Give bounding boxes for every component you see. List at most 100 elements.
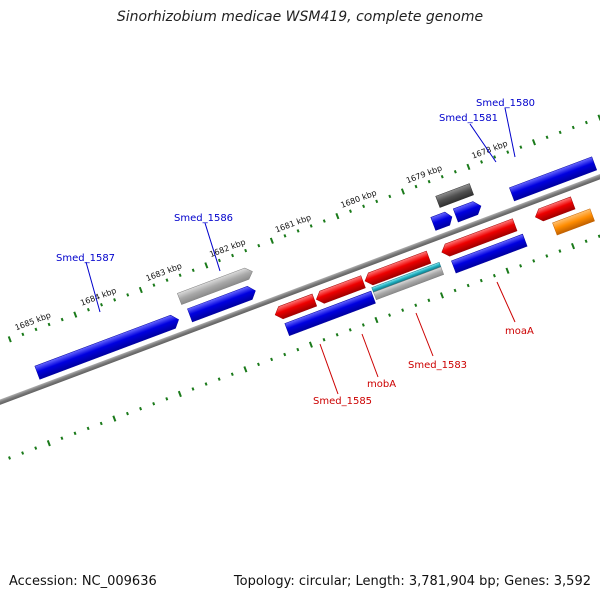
minor-tick: [519, 145, 523, 149]
gene-arrow[interactable]: [435, 183, 474, 208]
minor-tick: [558, 130, 562, 135]
gene-label[interactable]: moaA: [505, 326, 534, 337]
minor-tick: [453, 170, 457, 174]
gene-arrow[interactable]: [439, 218, 518, 259]
minor-tick: [99, 421, 103, 426]
major-tick: [335, 212, 340, 220]
minor-tick: [283, 352, 287, 357]
gene-arrow[interactable]: [0, 432, 1, 460]
minor-tick: [414, 184, 418, 189]
minor-tick: [270, 357, 274, 362]
gene-arrow[interactable]: [187, 284, 257, 323]
minor-tick: [21, 451, 25, 455]
minor-tick: [165, 278, 169, 282]
gene-arrow[interactable]: [373, 266, 445, 301]
minor-tick: [86, 307, 90, 312]
minor-tick: [113, 298, 117, 302]
major-tick: [531, 139, 536, 146]
gene-arrow[interactable]: [452, 199, 483, 223]
gene-arrow[interactable]: [363, 250, 432, 287]
minor-tick: [34, 446, 38, 450]
gene-labels: Smed_1587 Smed_1586 Smed_1581 Smed_1580 …: [56, 98, 535, 407]
gene-label[interactable]: Smed_1585: [313, 396, 372, 407]
minor-tick: [125, 411, 129, 416]
gene-label[interactable]: Smed_1587: [56, 253, 115, 264]
minor-tick: [388, 313, 392, 317]
minor-tick: [335, 333, 339, 337]
minor-tick: [401, 308, 405, 312]
outer-tick-ring: [7, 114, 600, 343]
minor-tick: [493, 155, 497, 159]
major-tick: [439, 292, 444, 299]
leader-line: [496, 281, 516, 323]
major-tick: [269, 237, 274, 244]
minor-tick: [217, 258, 221, 263]
gene-arrow[interactable]: [34, 313, 181, 380]
gene-arrow[interactable]: [314, 275, 366, 306]
minor-tick: [152, 402, 156, 406]
minor-tick: [296, 229, 300, 233]
minor-tick: [296, 347, 300, 352]
gene-arrow[interactable]: [552, 208, 595, 236]
minor-tick: [73, 431, 77, 436]
minor-tick: [492, 273, 496, 278]
major-tick: [571, 242, 576, 250]
leader-line: [469, 123, 497, 163]
gene-label[interactable]: Smed_1583: [408, 360, 467, 371]
gene-label[interactable]: Smed_1581: [439, 113, 498, 124]
gene-label[interactable]: mobA: [367, 379, 396, 390]
major-tick: [204, 262, 209, 269]
major-tick: [243, 366, 248, 373]
major-tick: [466, 163, 471, 171]
gene-arrow[interactable]: [430, 210, 455, 231]
minor-tick: [584, 239, 588, 243]
kbp-label: 1682 kbp: [208, 237, 246, 259]
kbp-label: 1683 kbp: [145, 261, 183, 283]
kbp-label: 1679 kbp: [405, 164, 443, 186]
minor-tick: [257, 243, 261, 248]
minor-tick: [244, 248, 248, 253]
kbp-label: 1685 kbp: [14, 311, 52, 333]
leader-line: [504, 107, 516, 158]
gene-label[interactable]: Smed_1586: [174, 213, 233, 224]
major-tick: [46, 440, 51, 447]
accession-label: Accession: NC_009636: [9, 574, 157, 589]
leader-line: [204, 222, 221, 272]
gene-arrow[interactable]: [273, 293, 318, 321]
gene-arrow[interactable]: [284, 290, 376, 336]
forward-strand: [34, 156, 598, 380]
gene-arrow[interactable]: [509, 156, 598, 202]
major-tick: [400, 188, 405, 195]
gene-arrow[interactable]: [177, 266, 254, 305]
gene-arrow[interactable]: [451, 233, 528, 274]
minor-tick: [100, 303, 103, 307]
minor-tick: [165, 397, 169, 401]
gene-label[interactable]: Smed_1580: [476, 98, 535, 109]
minor-tick: [532, 259, 536, 263]
minor-tick: [204, 382, 208, 386]
major-tick: [7, 336, 12, 343]
minor-tick: [545, 254, 549, 258]
minor-tick: [86, 426, 90, 431]
minor-tick: [440, 174, 444, 179]
major-tick: [177, 390, 182, 398]
minor-tick: [257, 362, 260, 367]
minor-tick: [8, 456, 11, 460]
minor-tick: [231, 253, 235, 258]
minor-tick: [322, 219, 326, 223]
major-tick: [112, 415, 117, 422]
kbp-label: 1680 kbp: [339, 188, 377, 210]
minor-tick: [348, 328, 352, 332]
major-tick: [73, 311, 78, 318]
minor-tick: [217, 377, 221, 381]
kbp-label: 1678 kbp: [470, 139, 508, 161]
minor-tick: [388, 194, 392, 199]
minor-tick: [453, 288, 457, 293]
minor-tick: [139, 406, 143, 411]
minor-tick: [60, 317, 64, 322]
major-tick: [505, 267, 510, 274]
gene-arrow[interactable]: [533, 196, 576, 223]
major-tick: [374, 316, 379, 324]
minor-tick: [414, 303, 418, 307]
